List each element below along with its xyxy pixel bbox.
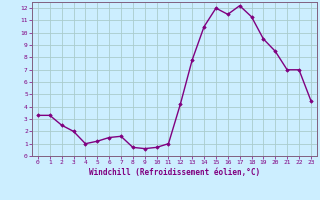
- X-axis label: Windchill (Refroidissement éolien,°C): Windchill (Refroidissement éolien,°C): [89, 168, 260, 177]
